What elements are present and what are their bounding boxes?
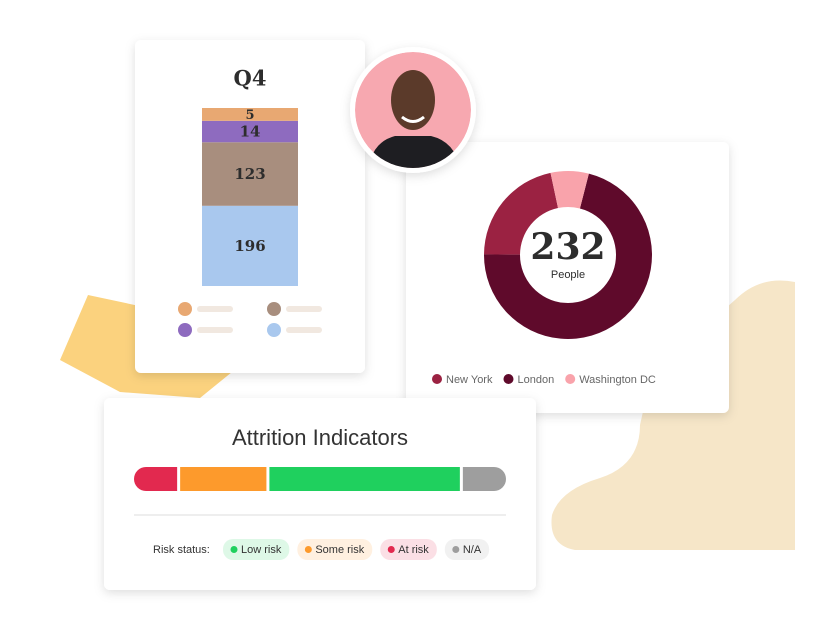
legend-swatch (267, 302, 281, 316)
card (406, 142, 729, 413)
legend-chip (223, 539, 290, 560)
bar-segment (202, 142, 298, 206)
legend-swatch (178, 323, 192, 337)
value-label: 14 (240, 123, 261, 141)
legend-chip (297, 539, 373, 560)
value-label: 123 (234, 165, 265, 183)
legend-placeholder (197, 306, 233, 312)
decor-blob (551, 280, 795, 550)
legend-label: At risk (398, 544, 429, 556)
legend-label: Washington DC (579, 374, 656, 386)
legend-title: Risk status: (153, 544, 210, 556)
attrition-card: Attrition Indicators Risk status: Low ri… (104, 398, 536, 590)
avatar-body (368, 136, 460, 168)
legend-swatch (387, 546, 395, 553)
avatar-head (391, 70, 435, 130)
donut-segment (550, 171, 589, 209)
legend-label: London (517, 374, 554, 386)
legend-swatch (452, 546, 460, 553)
value-label: 5 (245, 108, 254, 123)
legend-swatch (230, 546, 238, 553)
legend-label: New York (446, 374, 493, 386)
legend-placeholder (286, 306, 322, 312)
bar-segment (202, 108, 298, 121)
legend-chip (380, 539, 437, 560)
chart-title: Q4 (234, 66, 267, 91)
bar-segment (134, 467, 178, 491)
bar-segment (269, 467, 460, 491)
legend-label: Low risk (241, 544, 282, 556)
avatar (350, 47, 476, 173)
bar-segment (202, 120, 298, 143)
legend-placeholder (197, 327, 233, 333)
legend-chip (444, 539, 490, 560)
legend-swatch (503, 374, 514, 384)
legend-placeholder (286, 327, 322, 333)
legend-swatch (304, 546, 312, 553)
bar-segment (202, 205, 298, 286)
legend-swatch (267, 323, 281, 337)
avatar-smile (401, 115, 425, 123)
value-label: 196 (234, 237, 265, 255)
card (104, 398, 536, 590)
donut-card: 232 People New York London Washington DC (406, 142, 729, 413)
bar (134, 467, 506, 491)
q4-card: Q4 196 123 145 (135, 40, 365, 373)
donut-segment (484, 173, 652, 339)
bar-segment (462, 467, 506, 491)
chart-title: Attrition Indicators (232, 425, 408, 450)
center-value: 232 (530, 226, 605, 268)
legend-label: N/A (463, 544, 482, 556)
legend-swatch (178, 302, 192, 316)
legend-swatch (432, 374, 442, 384)
legend-swatch (565, 374, 576, 384)
bar-segment (180, 467, 267, 491)
center-label: People (551, 269, 585, 281)
donut-segment (484, 172, 559, 255)
legend-label: Some risk (315, 544, 364, 556)
